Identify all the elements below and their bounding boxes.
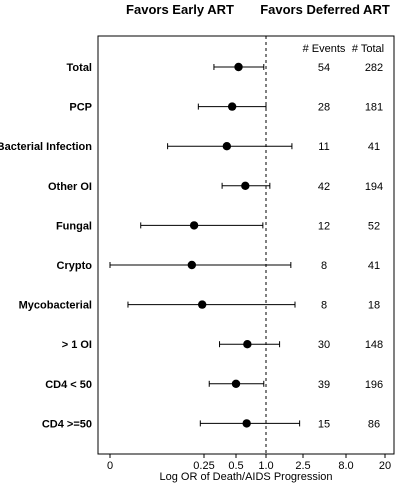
point-estimate	[187, 260, 197, 270]
header-favors-early: Favors Early ART	[126, 2, 234, 17]
events-value: 39	[318, 379, 330, 391]
row-label: Crypto	[57, 260, 93, 272]
total-column-header: # Total	[352, 43, 384, 55]
x-tick-label: 20	[379, 460, 391, 472]
total-value: 86	[368, 418, 380, 430]
header-favors-deferred: Favors Deferred ART	[260, 2, 390, 17]
x-tick-label: 8.0	[338, 460, 353, 472]
events-value: 11	[318, 141, 329, 153]
point-estimate	[241, 181, 250, 190]
events-value: 54	[318, 62, 330, 74]
x-axis: 0 0.25 0.5 1.0 2.5 8.0 20	[107, 454, 391, 472]
total-value: 196	[365, 379, 383, 391]
forest-rows: Total 54 282 PCP 28 181 Bacterial Infection 11 4…	[0, 62, 383, 430]
row-label: PCP	[69, 102, 92, 114]
total-value: 181	[365, 102, 383, 114]
total-value: 282	[365, 62, 383, 74]
x-tick-label: 0.5	[228, 460, 243, 472]
events-value: 8	[321, 260, 327, 272]
x-tick-label: 2.5	[295, 460, 310, 472]
x-tick-label: 0.25	[193, 460, 214, 472]
total-value: 41	[368, 260, 380, 272]
events-value: 8	[321, 300, 327, 312]
point-estimate	[222, 142, 232, 151]
point-estimate	[243, 340, 252, 349]
row-label: CD4 < 50	[45, 379, 92, 391]
total-value: 52	[368, 220, 380, 232]
total-value: 41	[368, 141, 380, 153]
events-value: 15	[318, 418, 330, 430]
point-estimate	[189, 221, 199, 230]
point-estimate	[227, 102, 237, 111]
row-label: Total	[67, 62, 92, 74]
events-value: 12	[318, 220, 330, 232]
row-label: Bacterial Infection	[0, 141, 92, 153]
events-column-header: # Events	[303, 43, 346, 55]
events-value: 42	[318, 181, 330, 193]
total-value: 18	[368, 300, 380, 312]
point-estimate	[234, 62, 243, 72]
row-label: > 1 OI	[62, 339, 92, 351]
plot-frame	[97, 35, 395, 455]
row-label: Other OI	[48, 181, 92, 193]
point-estimate	[197, 300, 207, 309]
row-label: CD4 >=50	[42, 418, 92, 430]
row-label: Fungal	[56, 220, 92, 232]
total-value: 194	[365, 181, 383, 193]
events-value: 28	[318, 102, 330, 114]
total-value: 148	[365, 339, 383, 351]
point-estimate	[242, 419, 251, 428]
x-tick-label: 0	[107, 460, 113, 472]
x-axis-label: Log OR of Death/AIDS Progression	[159, 471, 332, 483]
x-tick-label: 1.0	[258, 460, 273, 472]
point-estimate	[231, 379, 241, 388]
events-value: 30	[318, 339, 330, 351]
row-label: Mycobacterial	[19, 300, 92, 312]
